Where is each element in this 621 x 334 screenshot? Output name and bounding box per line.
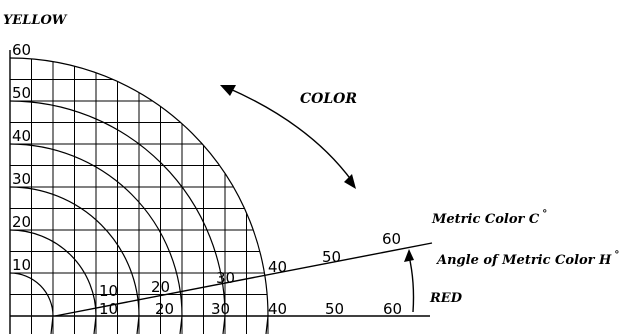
ray-tick-40: 40: [268, 258, 287, 276]
y-tick-20: 20: [12, 213, 31, 231]
x-tick-labels: 10 20 30 40 50 60: [99, 300, 402, 318]
y-tick-60: 60: [12, 41, 31, 59]
angle-text: Angle of Metric Color H: [435, 253, 612, 268]
x-tick-60: 60: [383, 300, 402, 318]
angle-arrowhead: [404, 249, 414, 262]
chroma-arc-tail: [93, 315, 97, 334]
angle-degree: °: [614, 250, 619, 261]
x-tick-30: 30: [211, 300, 230, 318]
chroma-arcs: [9, 57, 269, 334]
chroma-arc-tail: [50, 315, 54, 334]
color-arrowhead-start: [220, 85, 236, 96]
x-tick-40: 40: [268, 300, 287, 318]
y-tick-50: 50: [12, 84, 31, 102]
chroma-arc-tail: [179, 315, 183, 334]
chroma-arc-tail: [222, 315, 226, 334]
angle-label: Angle of Metric Color H °: [435, 250, 619, 268]
ray-tick-10: 10: [99, 282, 118, 300]
ray-tick-60: 60: [382, 230, 401, 248]
chroma-arc: [9, 229, 97, 317]
metric-color-text: Metric Color C: [431, 212, 540, 227]
grid: [10, 58, 269, 334]
chroma-arc: [9, 186, 140, 317]
x-tick-20: 20: [155, 300, 174, 318]
ray-tick-50: 50: [322, 248, 341, 266]
y-tick-30: 30: [12, 170, 31, 188]
color-arrow: [227, 87, 353, 182]
y-tick-10: 10: [12, 256, 31, 274]
x-tick-50: 50: [325, 300, 344, 318]
angle-arrow: [408, 255, 415, 313]
chroma-arc-tail: [265, 315, 269, 334]
ray-tick-20: 20: [151, 278, 170, 296]
chroma-arc: [9, 57, 269, 317]
chroma-arc: [9, 143, 183, 317]
ray-tick-labels: 10 20 30 40 50 60: [99, 230, 401, 300]
x-tick-10: 10: [99, 300, 118, 318]
color-arrowhead-end: [344, 174, 356, 189]
metric-color-ray: [54, 242, 433, 317]
chroma-arc: [9, 272, 54, 317]
y-tick-40: 40: [12, 127, 31, 145]
chroma-arc: [9, 100, 226, 317]
chroma-arc-tail: [136, 315, 140, 334]
yellow-axis-label: YELLOW: [3, 13, 68, 28]
metric-color-degree: °: [542, 209, 547, 220]
y-tick-labels: 60 50 40 30 20 10: [12, 41, 31, 274]
red-axis-label: RED: [429, 291, 463, 306]
metric-color-label: Metric Color C °: [431, 209, 547, 227]
color-arrow-label: COLOR: [300, 91, 357, 107]
ray-tick-30: 30: [216, 269, 235, 287]
